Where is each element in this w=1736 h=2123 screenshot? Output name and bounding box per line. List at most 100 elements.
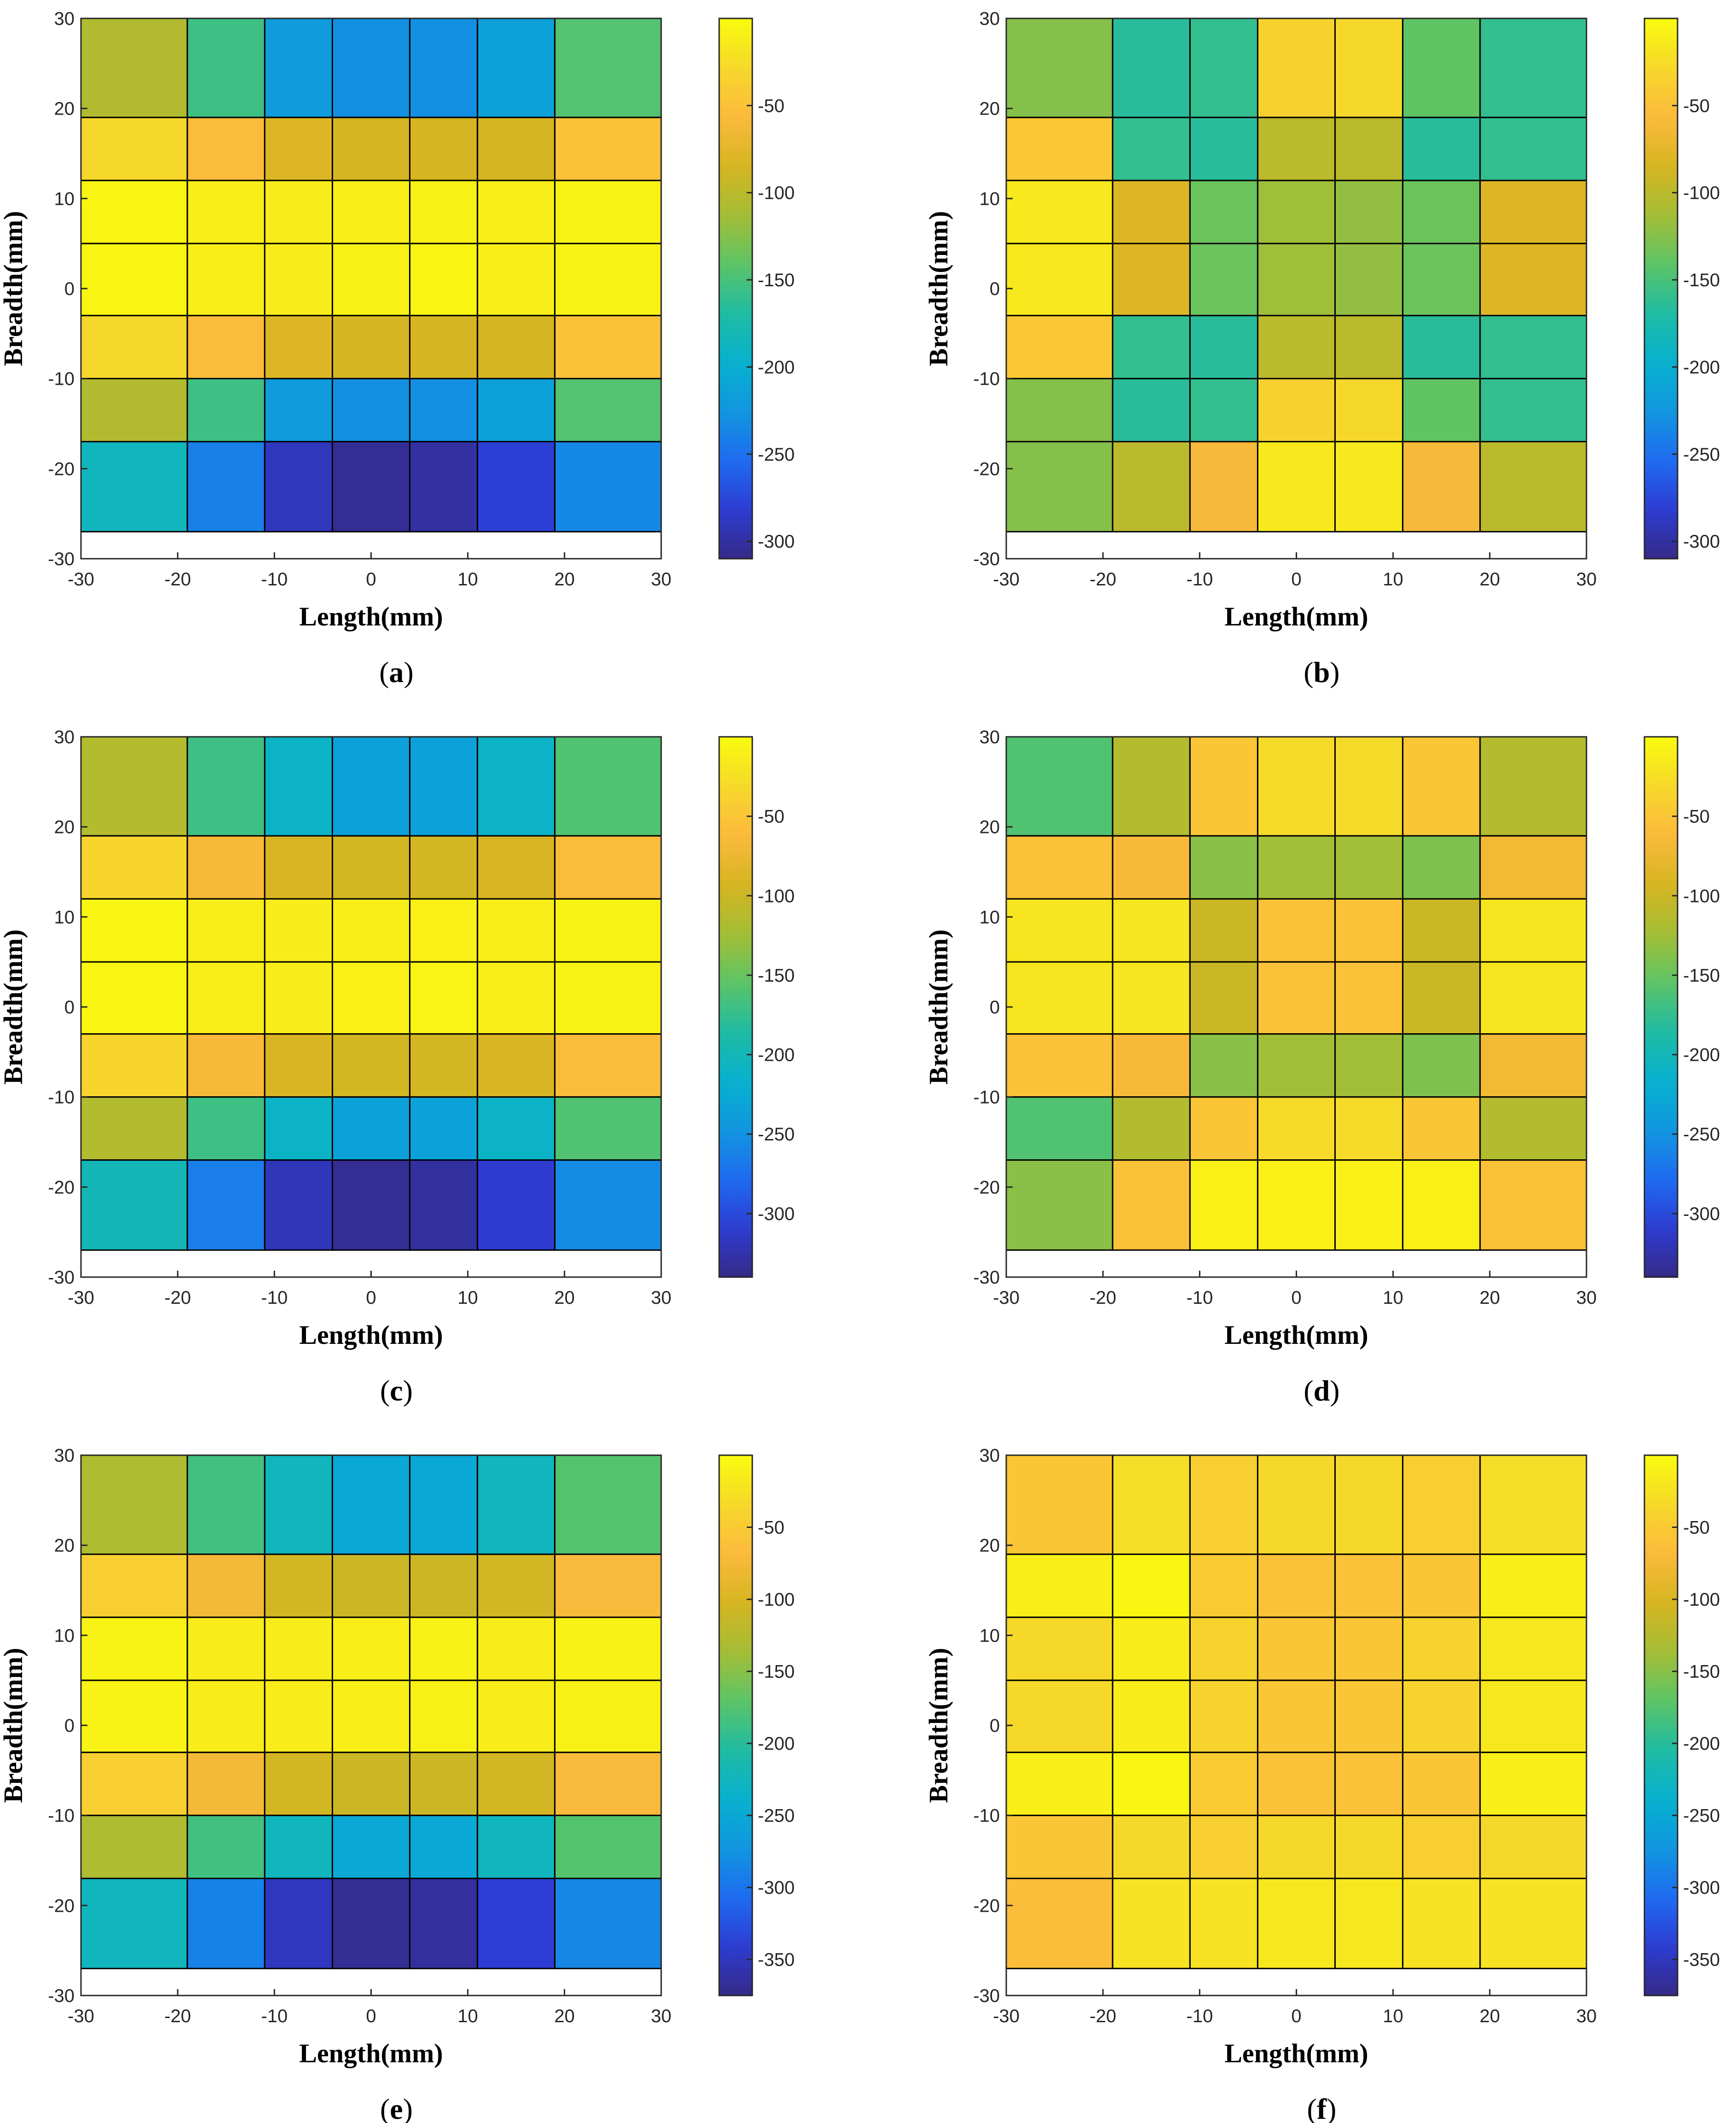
x-tick-label: 20 [1480, 2006, 1500, 2026]
colorbar-tick-label: -300 [1683, 532, 1720, 552]
heatmap-cell [1479, 1454, 1587, 1555]
x-tick-label: -10 [1186, 2006, 1213, 2026]
caption-open-paren: ( [379, 656, 389, 688]
y-tick-label: 20 [54, 99, 75, 119]
heatmap-cell [477, 736, 556, 837]
heatmap-cell [1189, 1679, 1258, 1753]
caption-open-paren: ( [1303, 656, 1313, 688]
colorbar-tick-label: -100 [758, 1590, 795, 1610]
heatmap-cell [1189, 961, 1258, 1035]
colorbar-tick-label: -250 [1683, 1806, 1720, 1826]
caption-close-paren: ) [1330, 1374, 1339, 1407]
x-tick-label: 10 [457, 569, 478, 590]
y-tick-label: -30 [48, 549, 75, 569]
colorbar [1644, 1454, 1678, 1996]
y-tick-label: 30 [980, 1446, 1000, 1466]
heatmap-cell [80, 1616, 188, 1681]
heatmap-cell [264, 1096, 333, 1161]
heatmap-cell [331, 835, 411, 900]
heatmap-cell [1112, 1752, 1191, 1816]
heatmap-cell [1189, 17, 1258, 118]
heatmap-cell [1257, 1159, 1336, 1251]
heatmap-cell [554, 17, 662, 118]
heatmap-cell [80, 1096, 188, 1161]
heatmap-cell [1402, 1096, 1481, 1161]
heatmap-cell [331, 378, 411, 443]
heatmap-cell [1479, 736, 1587, 837]
heatmap-cell [1189, 378, 1258, 443]
heatmap-cell [264, 243, 333, 317]
heatmap-cell [1334, 1553, 1404, 1618]
y-tick-label: -10 [973, 1806, 1000, 1826]
heatmap-cell [1005, 835, 1113, 900]
x-tick-label: -20 [164, 569, 191, 590]
heatmap-cell [331, 1815, 411, 1880]
heatmap-cell [264, 898, 333, 963]
y-tick-label: 30 [54, 9, 75, 29]
colorbar [718, 17, 753, 560]
heatmap-cell [1112, 898, 1191, 963]
caption-open-paren: ( [380, 2093, 390, 2123]
heatmap-cell [331, 1033, 411, 1098]
heatmap-cell [80, 378, 188, 443]
heatmap-cell [1402, 243, 1481, 317]
heatmap-cell [1112, 1096, 1191, 1161]
heatmap-cell [1402, 835, 1481, 900]
colorbar-tick-label: -150 [1683, 966, 1720, 986]
heatmap-cell [1005, 1679, 1113, 1753]
heatmap-cell [1479, 1679, 1587, 1753]
heatmap-cell [186, 1033, 265, 1098]
heatmap-cell [1479, 1616, 1587, 1681]
heatmap-cell [477, 441, 556, 532]
heatmap-cell [1334, 179, 1404, 244]
heatmap-cell [1005, 1752, 1113, 1816]
x-axis-label: Length(mm) [1224, 602, 1368, 631]
y-tick-label: -10 [973, 1088, 1000, 1108]
heatmap-cell [1334, 835, 1404, 900]
heatmap-cell [477, 116, 556, 181]
heatmap-cell [554, 898, 662, 963]
y-tick-label: 0 [990, 279, 1000, 299]
colorbar-tick-label: -50 [1683, 1518, 1710, 1538]
heatmap-cell [1257, 17, 1336, 118]
y-tick-label: -20 [48, 1896, 75, 1916]
heatmap-cell [264, 961, 333, 1035]
heatmap-cell [331, 1553, 411, 1618]
heatmap-cell [331, 441, 411, 532]
heatmap-cell [331, 116, 411, 181]
heatmap-cell [409, 835, 479, 900]
x-tick-label: -30 [993, 1288, 1020, 1308]
x-tick-label: -30 [68, 569, 94, 590]
colorbar-tick-label: -200 [1683, 357, 1720, 377]
y-tick-label: 10 [980, 189, 1000, 209]
caption-letter: e [390, 2093, 403, 2123]
heatmap-cell [186, 179, 265, 244]
heatmap-cell [554, 1679, 662, 1753]
heatmap-cell [554, 1553, 662, 1618]
heatmap-cell [1257, 1878, 1336, 1969]
heatmap-cell [1402, 736, 1481, 837]
heatmap-cell [477, 1159, 556, 1251]
colorbar-tick-label: -350 [758, 1950, 795, 1970]
heatmap-cell [264, 441, 333, 532]
caption-letter: d [1314, 1374, 1330, 1407]
x-tick-label: 30 [1576, 1288, 1597, 1308]
heatmap-cell [80, 1159, 188, 1251]
heatmap-cell [264, 315, 333, 380]
colorbar-tick-label: -350 [1683, 1950, 1720, 1970]
heatmap-cell [1257, 1616, 1336, 1681]
heatmap-cell [554, 315, 662, 380]
heatmap-cell [80, 1752, 188, 1816]
panel-caption: (b) [1303, 656, 1339, 688]
x-tick-label: -20 [1090, 569, 1116, 590]
y-tick-label: 10 [980, 1626, 1000, 1646]
heatmap-cell [1257, 116, 1336, 181]
heatmap-cell [1334, 1454, 1404, 1555]
heatmap-cell [1189, 898, 1258, 963]
heatmap-cell [1402, 1679, 1481, 1753]
heatmap-cell [331, 1878, 411, 1969]
x-tick-label: 0 [1291, 1288, 1301, 1308]
y-axis-label: Breadth(mm) [0, 929, 28, 1084]
heatmap-cell [477, 1679, 556, 1753]
